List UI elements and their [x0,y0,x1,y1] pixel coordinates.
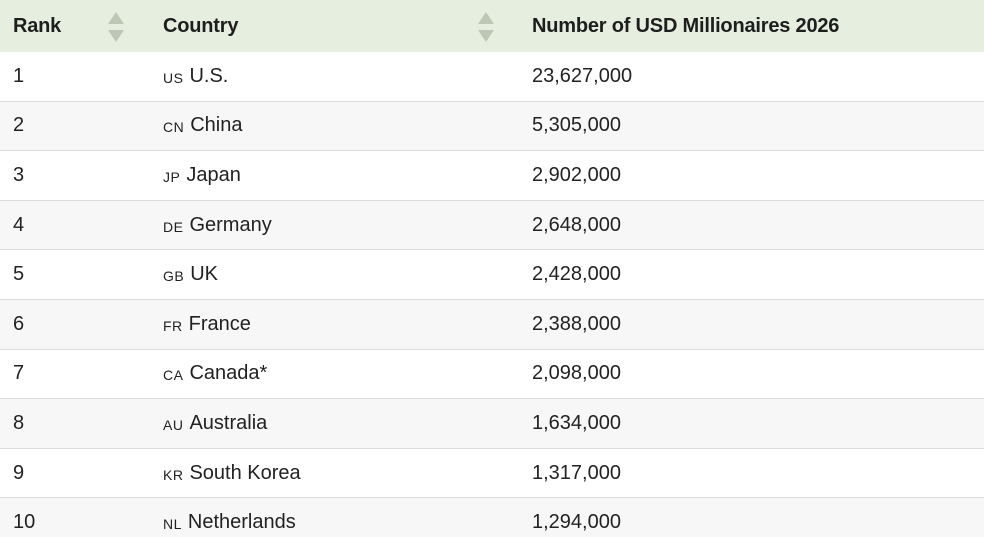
millionaires-cell: 2,648,000 [532,213,621,236]
millionaires-cell: 23,627,000 [532,64,633,87]
country-code: NL [163,516,182,533]
country-code: FR [163,317,183,334]
country-name: China [190,114,243,137]
country-name: France [188,312,251,335]
table-row: 3 JP Japan 2,902,000 [0,151,984,201]
country-cell: CN China [163,102,243,151]
sort-icon[interactable] [476,11,496,43]
header-cell: Number of USD Millionaires 2026 [532,14,840,37]
header-row: Rank Country Number of USD Millionaires … [0,0,984,52]
rank-cell: 5 [13,263,25,286]
table-row: 2 CN China 5,305,000 [0,101,984,152]
country-name: Germany [189,213,272,236]
millionaires-cell: 5,305,000 [532,114,621,137]
country-code: KR [163,466,184,483]
rank-cell: 2 [13,114,25,137]
country-cell: FR France [163,300,251,349]
country-name: Japan [186,163,241,186]
rank-cell: 10 [13,511,36,534]
country-cell: US U.S. [163,52,228,101]
country-name: Netherlands [187,511,296,534]
millionaires-cell: 1,317,000 [532,461,621,484]
rank-cell: 6 [13,312,25,335]
millionaires-cell: 2,388,000 [532,312,621,335]
table-row: 4 DE Germany 2,648,000 [0,200,984,251]
rank-cell: 1 [13,64,25,87]
rank-cell: 3 [13,163,25,186]
country-code: CN [163,119,185,136]
country-cell: DE Germany [163,201,272,250]
country-code: JP [163,168,181,185]
rank-cell: 9 [13,461,25,484]
country-code: AU [163,416,184,433]
rank-cell: 4 [13,213,25,236]
rank-cell: 7 [13,362,25,385]
country-cell: CA Canada* [163,350,267,399]
millionaires-cell: 1,634,000 [532,411,621,434]
millionaires-cell: 2,902,000 [532,163,621,186]
country-code: DE [163,218,184,235]
country-code: CA [163,367,184,384]
country-name: Canada* [189,362,268,385]
table-row: 8 AU Australia 1,634,000 [0,399,984,449]
header-cell: Country [163,14,239,37]
country-cell: KR South Korea [163,449,301,498]
header-cell: Rank [13,14,62,37]
millionaires-cell: 2,428,000 [532,263,621,286]
country-cell: GB UK [163,250,218,299]
country-name: U.S. [189,64,229,87]
country-name: Australia [189,411,268,434]
country-code: US [163,69,184,86]
millionaires-cell: 2,098,000 [532,362,621,385]
millionaires-cell: 1,294,000 [532,511,621,534]
table-row: 7 CA Canada* 2,098,000 [0,350,984,400]
country-cell: NL Netherlands [163,498,296,537]
table-row: 10 NL Netherlands 1,294,000 [0,498,984,537]
rank-cell: 8 [13,411,25,434]
country-cell: AU Australia [163,399,267,448]
country-name: South Korea [189,461,301,484]
table-row: 9 KR South Korea 1,317,000 [0,449,984,499]
table-row: 1 US U.S. 23,627,000 [0,52,984,102]
table-row: 5 GB UK 2,428,000 [0,250,984,300]
country-code: GB [163,268,185,285]
table-row: 6 FR France 2,388,000 [0,300,984,350]
sort-icon[interactable] [106,11,126,43]
country-name: UK [190,263,219,286]
country-cell: JP Japan [163,151,241,200]
